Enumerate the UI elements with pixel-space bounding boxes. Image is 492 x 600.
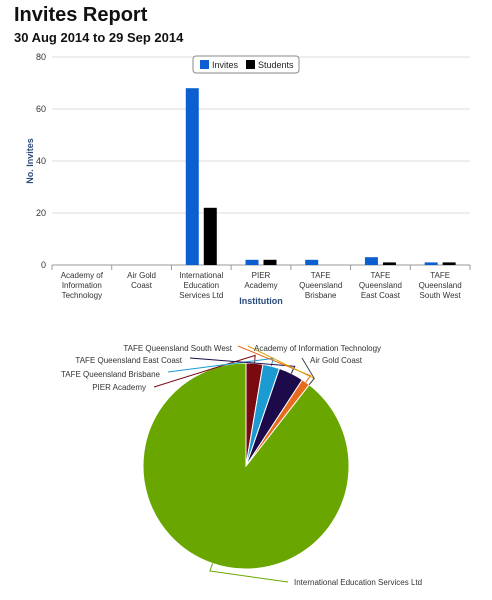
report-date-range: 30 Aug 2014 to 29 Sep 2014 [14,30,184,45]
pie-slice-label: PIER Academy [92,383,146,392]
y-tick-label: 40 [36,156,46,166]
pie-slice-label: TAFE Queensland East Coast [75,356,182,365]
x-category-label: PIER Academy [244,271,277,290]
x-category-label: TAFE Queensland Brisbane [299,271,342,300]
bar-students [442,262,456,265]
pie-leader-line [189,357,296,374]
y-tick-label: 60 [36,104,46,114]
pie-leader-line [301,357,315,386]
y-tick-label: 80 [36,52,46,62]
legend-label: Students [258,60,294,70]
legend-swatch [200,60,209,69]
pie-slice-label: Air Gold Coast [310,356,363,365]
pie-slice-label: TAFE Queensland Brisbane [61,370,161,379]
x-category-label: TAFE Queensland South West [419,271,462,300]
x-category-label: Air Gold Coast [127,271,156,290]
chart-legend: Invites Students [192,55,300,74]
invites-pie-chart: International Education Services Ltd PIER… [61,344,422,587]
invites-bar-chart: 0 20 40 60 80 Academy of Information Technology… [25,52,471,306]
bar-students [382,262,396,265]
bar-students [263,259,277,265]
bar-invites [245,259,259,265]
y-tick-label: 20 [36,208,46,218]
pie-slice [245,379,310,467]
bar-invites [424,262,438,265]
pie-leader-line [209,563,289,583]
legend-label: Invites [212,60,239,70]
x-category-label: International Education Services Ltd [179,271,223,300]
pie-slice-label: Academy of Information Technology [254,344,381,353]
bar-students [203,207,217,265]
pie-slice [142,362,350,570]
y-tick-label: 0 [41,260,46,270]
y-axis-title: No. Invites [25,138,35,184]
pie-slice-label: TAFE Queensland South West [123,344,232,353]
report-title: Invites Report [14,4,148,26]
x-category-label: Academy of Information Technology [61,271,104,300]
bar-invites [364,257,378,265]
bar-invites [305,259,319,265]
pie-slice-label: International Education Services Ltd [294,578,422,587]
legend-swatch [246,60,255,69]
pie-leader-line [237,345,312,383]
x-axis-title: Institution [239,296,283,306]
x-category-label: TAFE Queensland East Coast [359,271,402,300]
bar-invites [185,88,199,265]
